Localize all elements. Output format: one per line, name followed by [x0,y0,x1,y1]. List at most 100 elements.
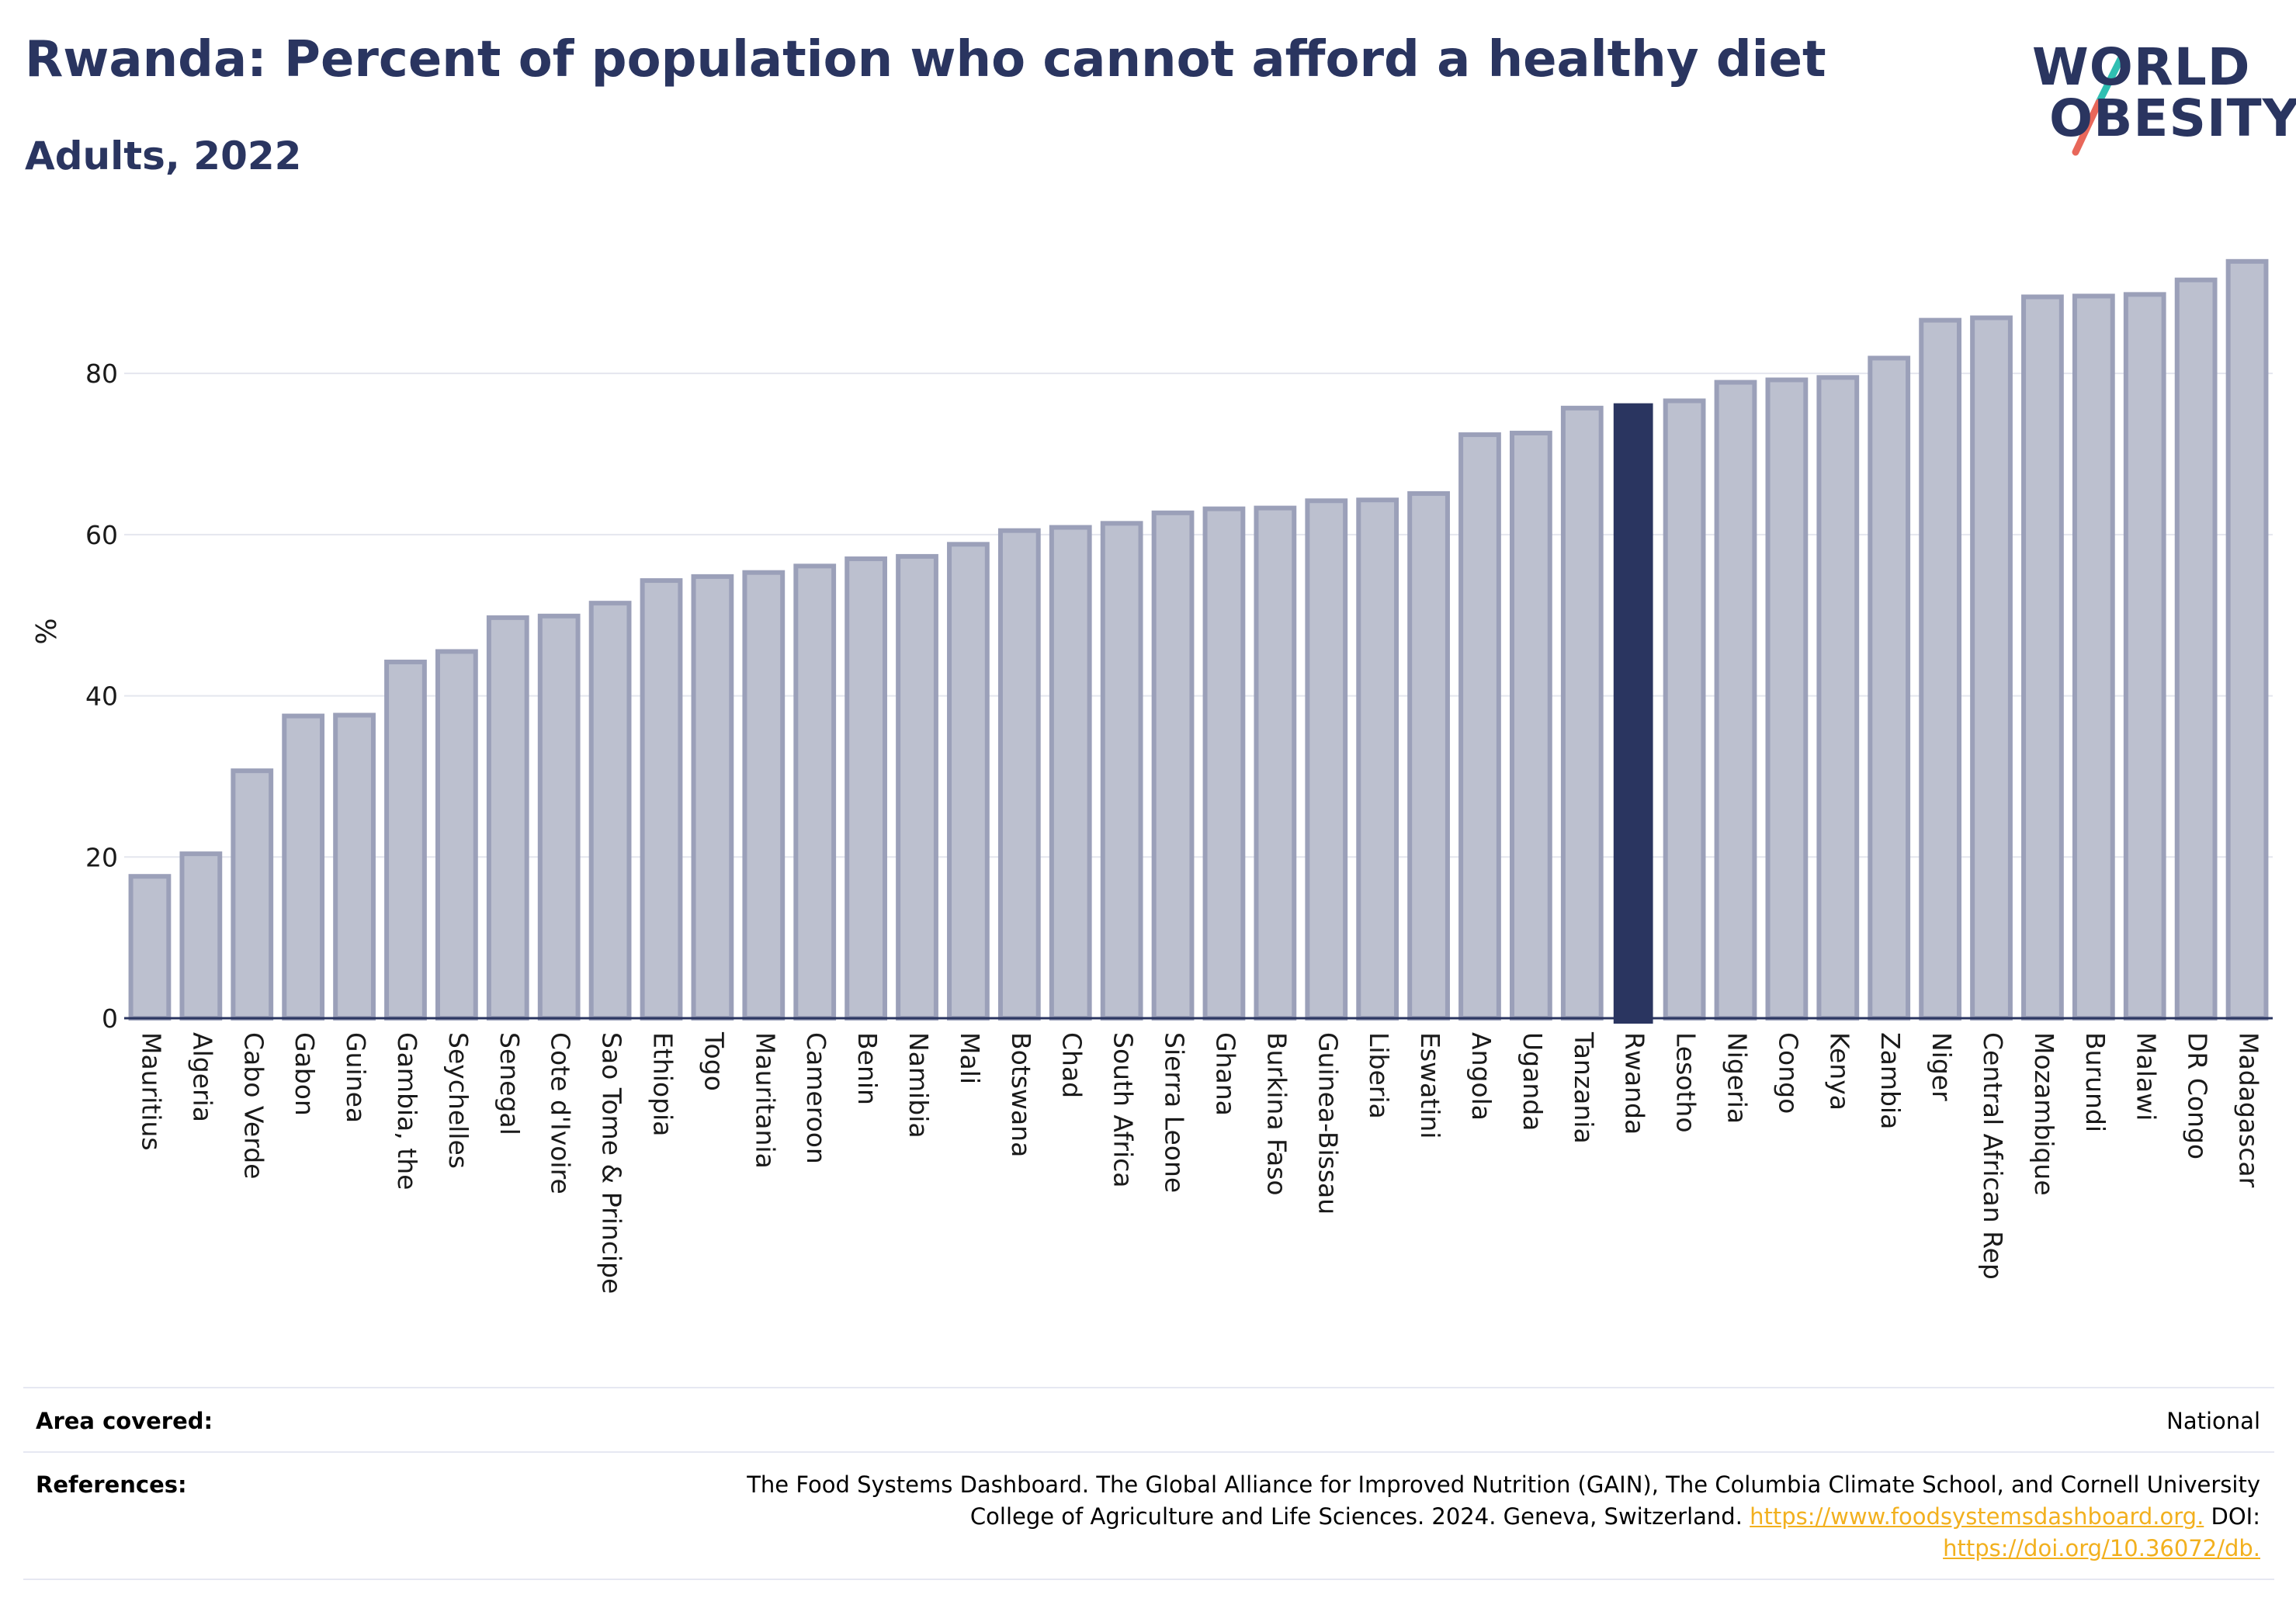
y-tick-label: 60 [85,520,118,550]
references-text: The Food Systems Dashboard. The Global A… [630,1469,2260,1565]
footer-divider [23,1451,2274,1453]
bar-central-african-rep[interactable] [1970,315,2013,1021]
x-tick-label: Burundi [2080,1032,2110,1132]
bar-eswatini[interactable] [1407,490,1450,1021]
bar-mauritius[interactable] [128,874,172,1021]
bar-tanzania[interactable] [1560,405,1604,1021]
bar-sao-tome-principe[interactable] [588,601,632,1021]
bar-uganda[interactable] [1509,431,1552,1021]
x-tick-label: Burkina Faso [1261,1032,1292,1196]
bar-kenya[interactable] [1816,375,1860,1021]
logo-text-world: WORLD [2032,37,2251,97]
dashboard-link[interactable]: https://www.foodsystemsdashboard.org. [1750,1503,2204,1530]
bar-cameroon[interactable] [793,563,837,1021]
bar-cabo-verde[interactable] [231,768,274,1021]
bar-cote-d-ivoire[interactable] [537,613,581,1021]
x-tick-label: Namibia [903,1032,934,1139]
bar-niger[interactable] [1919,317,1962,1021]
area-covered-label: Area covered: [36,1408,213,1434]
x-tick-label: Cote d'Ivoire [546,1032,576,1194]
x-tick-label: Congo [1773,1032,1803,1114]
x-tick-label: Mauritius [136,1032,166,1151]
bar-guinea[interactable] [333,712,376,1021]
y-tick-label: 20 [85,842,118,872]
x-tick-label: Benin [852,1032,883,1105]
doi-label: DOI: [2204,1503,2261,1530]
bar-guinea-bissau[interactable] [1305,498,1348,1021]
x-tick-label: Uganda [1517,1032,1548,1131]
bar-ghana[interactable] [1202,506,1246,1021]
x-tick-label: Mali [955,1032,985,1084]
bar-gambia-the[interactable] [384,659,427,1021]
x-tick-label: Cabo Verde [238,1032,269,1179]
footer-divider [23,1579,2274,1580]
x-tick-label: Cameroon [801,1032,831,1164]
world-obesity-logo: WORLD OBESITY [2018,31,2296,171]
bar-chad[interactable] [1049,525,1092,1021]
x-tick-label: South Africa [1108,1032,1139,1188]
bar-dr-congo[interactable] [2174,277,2218,1021]
x-tick-label: Angola [1466,1032,1497,1121]
logo-text-obesity: OBESITY [2049,88,2296,148]
bar-liberia[interactable] [1356,497,1399,1021]
bar-mauritania[interactable] [742,570,786,1021]
bars [128,258,2269,1024]
y-axis-label: % [31,618,63,644]
x-tick-label: Chad [1057,1032,1087,1098]
bar-togo[interactable] [691,574,734,1021]
x-tick-label: Gabon [290,1032,320,1116]
gridlines [124,373,2273,858]
y-tick-label: 40 [85,681,118,712]
bar-chart: 0 20 40 60 80% Mauritius Algeria Cabo Verde Gabo… [31,258,2273,1294]
x-tick-label: Sao Tome & Principe [597,1032,627,1294]
bar-seychelles[interactable] [435,649,478,1021]
x-tick-label: Sierra Leone [1160,1032,1190,1193]
bar-rwanda[interactable] [1613,403,1653,1024]
x-tick-label: Kenya [1824,1032,1854,1111]
x-tick-label: Ghana [1210,1032,1240,1116]
reference-line-2: College of Agriculture and Life Sciences… [630,1501,2260,1533]
bar-benin[interactable] [845,556,888,1021]
bar-mali[interactable] [947,542,990,1021]
bar-senegal[interactable] [486,615,529,1021]
x-tick-label: Mozambique [2029,1032,2059,1196]
reference-line-2-text: College of Agriculture and Life Sciences… [969,1503,1750,1530]
bar-nigeria[interactable] [1714,380,1757,1021]
bar-algeria[interactable] [179,851,223,1021]
reference-line-1: The Food Systems Dashboard. The Global A… [747,1471,2260,1498]
bar-ethiopia[interactable] [640,578,683,1021]
x-tick-label: Eswatini [1415,1032,1445,1139]
x-tick-label: Ethiopia [648,1032,678,1136]
logo-slash-icon [2072,52,2126,156]
bar-zambia[interactable] [1868,355,1911,1021]
bar-sierra-leone[interactable] [1151,510,1195,1021]
bar-namibia[interactable] [896,553,938,1021]
bar-lesotho[interactable] [1663,398,1706,1021]
footer-divider [23,1387,2274,1388]
bar-angola[interactable] [1458,432,1501,1021]
chart-title: Rwanda: Percent of population who cannot… [25,31,1826,88]
bar-madagascar[interactable] [2225,258,2269,1021]
tick-labels: 0 20 40 60 80% Mauritius Algeria Cabo Verde Gabo… [31,359,2264,1294]
x-tick-label: Gambia, the [392,1032,422,1190]
x-tick-label: Guinea [341,1032,371,1123]
bar-malawi[interactable] [2123,292,2166,1021]
x-tick-label: Rwanda [1620,1032,1650,1135]
x-tick-label: Algeria [187,1032,217,1122]
y-tick-label: 0 [102,1003,118,1034]
x-tick-label: Zambia [1875,1032,1906,1129]
bar-congo[interactable] [1765,377,1809,1021]
bar-mozambique[interactable] [2021,294,2064,1021]
bar-botswana[interactable] [997,528,1041,1021]
chart-subtitle: Adults, 2022 [25,133,302,178]
bar-gabon[interactable] [282,713,325,1021]
area-covered-value: National [2166,1408,2260,1434]
doi-link[interactable]: https://doi.org/10.36072/db. [1943,1535,2260,1561]
bar-south-africa[interactable] [1100,521,1143,1021]
x-tick-label: Nigeria [1722,1032,1753,1124]
x-tick-label: Senegal [494,1032,525,1135]
x-tick-label: Mauritania [750,1032,780,1169]
bar-burkina-faso[interactable] [1254,505,1297,1021]
references-label: References: [36,1471,187,1498]
bar-burundi[interactable] [2072,293,2115,1021]
